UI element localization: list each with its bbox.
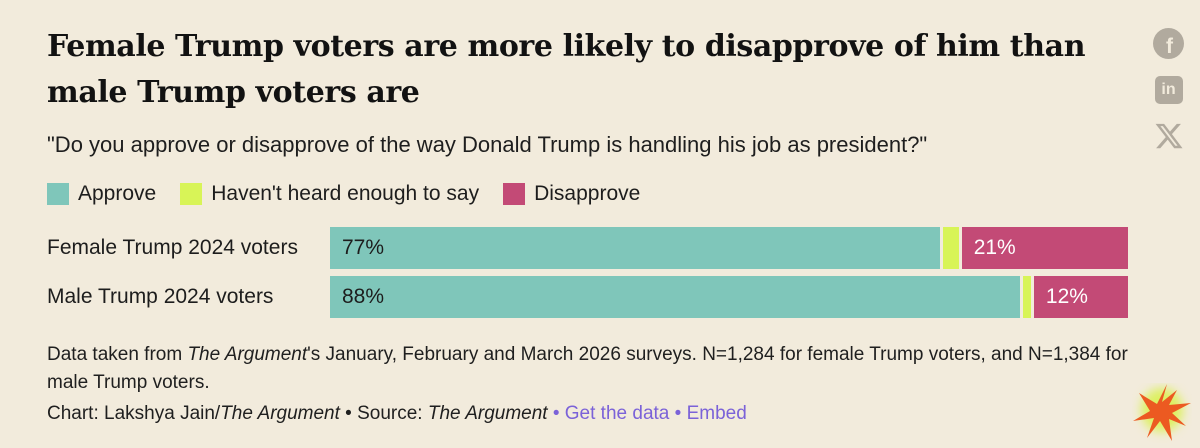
value-label: 77% — [342, 236, 385, 259]
linkedin-share-icon[interactable]: in — [1154, 76, 1183, 104]
legend-item-approve: Approve — [47, 182, 156, 206]
note-text-continued: 's January, February and March 2026 surv… — [47, 344, 1128, 393]
credit-source-name: The Argument — [427, 403, 548, 424]
category-label: Male Trump 2024 voters — [47, 285, 274, 308]
credit-chart-source: The Argument — [220, 403, 340, 424]
get-the-data-link[interactable]: Get the data — [564, 403, 670, 424]
credit-source-label: Source: — [357, 403, 428, 424]
facebook-glyph: f — [1166, 34, 1173, 58]
chart-legend: Approve Haven't heard enough to say Disapp… — [47, 182, 1128, 206]
value-label: 88% — [342, 285, 385, 308]
bar-segment-disapprove: 21% — [961, 227, 1128, 269]
stacked-bar: 77% 21% — [330, 227, 1128, 269]
page-title: Female Trump voters are more likely to d… — [47, 29, 1086, 110]
note-text: Data taken from — [47, 344, 188, 365]
share-toolbar: f in — [1153, 28, 1184, 151]
chart-note: Data taken from The Argument's January, … — [47, 341, 1128, 397]
legend-swatch-disapprove — [503, 183, 526, 205]
note-source-name: The Argument — [187, 344, 308, 365]
bar-segment-disapprove: 12% — [1033, 276, 1128, 318]
chart-row: Female Trump 2024 voters 77% 21% — [47, 227, 1128, 269]
facebook-share-icon[interactable]: f — [1153, 28, 1184, 59]
credit-line: Chart: Lakshya Jain/The Argument • Sourc… — [47, 403, 1128, 425]
linkedin-glyph: in — [1161, 81, 1176, 98]
credit-separator: • — [339, 403, 358, 424]
embed-link[interactable]: Embed — [686, 403, 747, 424]
bar-segment-havent-heard — [942, 227, 959, 269]
legend-item-disapprove: Disapprove — [503, 182, 640, 206]
credit-separator-purple: • — [669, 403, 687, 424]
legend-label: Disapprove — [534, 182, 641, 205]
argument-logo — [1132, 383, 1192, 443]
stacked-bar: 88% 12% — [330, 276, 1128, 318]
x-logo-icon — [1155, 123, 1183, 149]
value-label: 12% — [1045, 285, 1088, 308]
chart-row: Male Trump 2024 voters 88% 12% — [47, 276, 1128, 318]
credit-separator-purple: • — [547, 403, 565, 424]
legend-swatch-havent-heard — [180, 183, 203, 205]
stacked-bar-chart: Female Trump 2024 voters 77% 21% Male Trump… — [47, 227, 1128, 318]
legend-swatch-approve — [47, 183, 69, 205]
legend-label: Haven't heard enough to say — [211, 182, 480, 205]
legend-item-havent-heard: Haven't heard enough to say — [180, 182, 479, 206]
bar-segment-approve: 88% — [330, 276, 1021, 318]
x-share-icon[interactable] — [1154, 121, 1184, 151]
category-label: Female Trump 2024 voters — [47, 236, 298, 259]
bar-segment-approve: 77% — [330, 227, 940, 269]
value-label: 21% — [973, 236, 1016, 259]
starburst-icon — [1133, 384, 1191, 441]
bar-segment-havent-heard — [1023, 276, 1031, 318]
chart-subtitle: "Do you approve or disapprove of the way… — [47, 132, 928, 157]
credit-chart-label: Chart: Lakshya Jain/ — [47, 403, 221, 424]
legend-label: Approve — [78, 182, 157, 205]
